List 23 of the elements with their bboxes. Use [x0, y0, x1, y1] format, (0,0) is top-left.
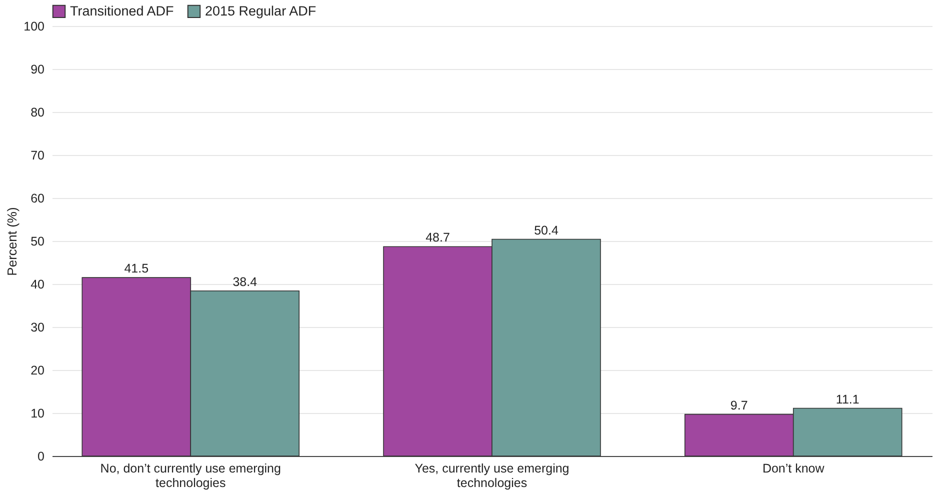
- x-tick-label: No, don’t currently use emerging technologies: [100, 462, 281, 490]
- y-tick-label: 60: [30, 192, 45, 206]
- data-label: 9.7: [730, 398, 748, 412]
- x-tick-label: Don’t know: [762, 462, 826, 476]
- y-tick-label: 70: [30, 148, 45, 162]
- y-tick-label: 80: [30, 106, 45, 120]
- x-tick-label: Yes, currently use emerging technologies: [414, 462, 570, 490]
- y-axis-title: Percent (%): [4, 207, 20, 276]
- y-tick-label: 40: [30, 278, 45, 292]
- legend-label: Transitioned ADF: [70, 3, 174, 18]
- legend-label: 2015 Regular ADF: [205, 3, 316, 18]
- y-tick-label: 10: [30, 406, 45, 420]
- data-label: 11.1: [836, 392, 860, 406]
- data-label: 38.4: [232, 274, 258, 289]
- data-label: 41.5: [124, 262, 149, 276]
- data-label: 50.4: [534, 223, 558, 238]
- y-tick-label: 0: [38, 450, 45, 464]
- y-tick-label: 90: [30, 62, 45, 76]
- y-tick-label: 50: [30, 234, 45, 248]
- y-tick-label: 100: [24, 20, 45, 34]
- data-label: 48.7: [426, 230, 450, 245]
- y-tick-label: 30: [30, 320, 45, 334]
- y-tick-label: 20: [30, 364, 45, 378]
